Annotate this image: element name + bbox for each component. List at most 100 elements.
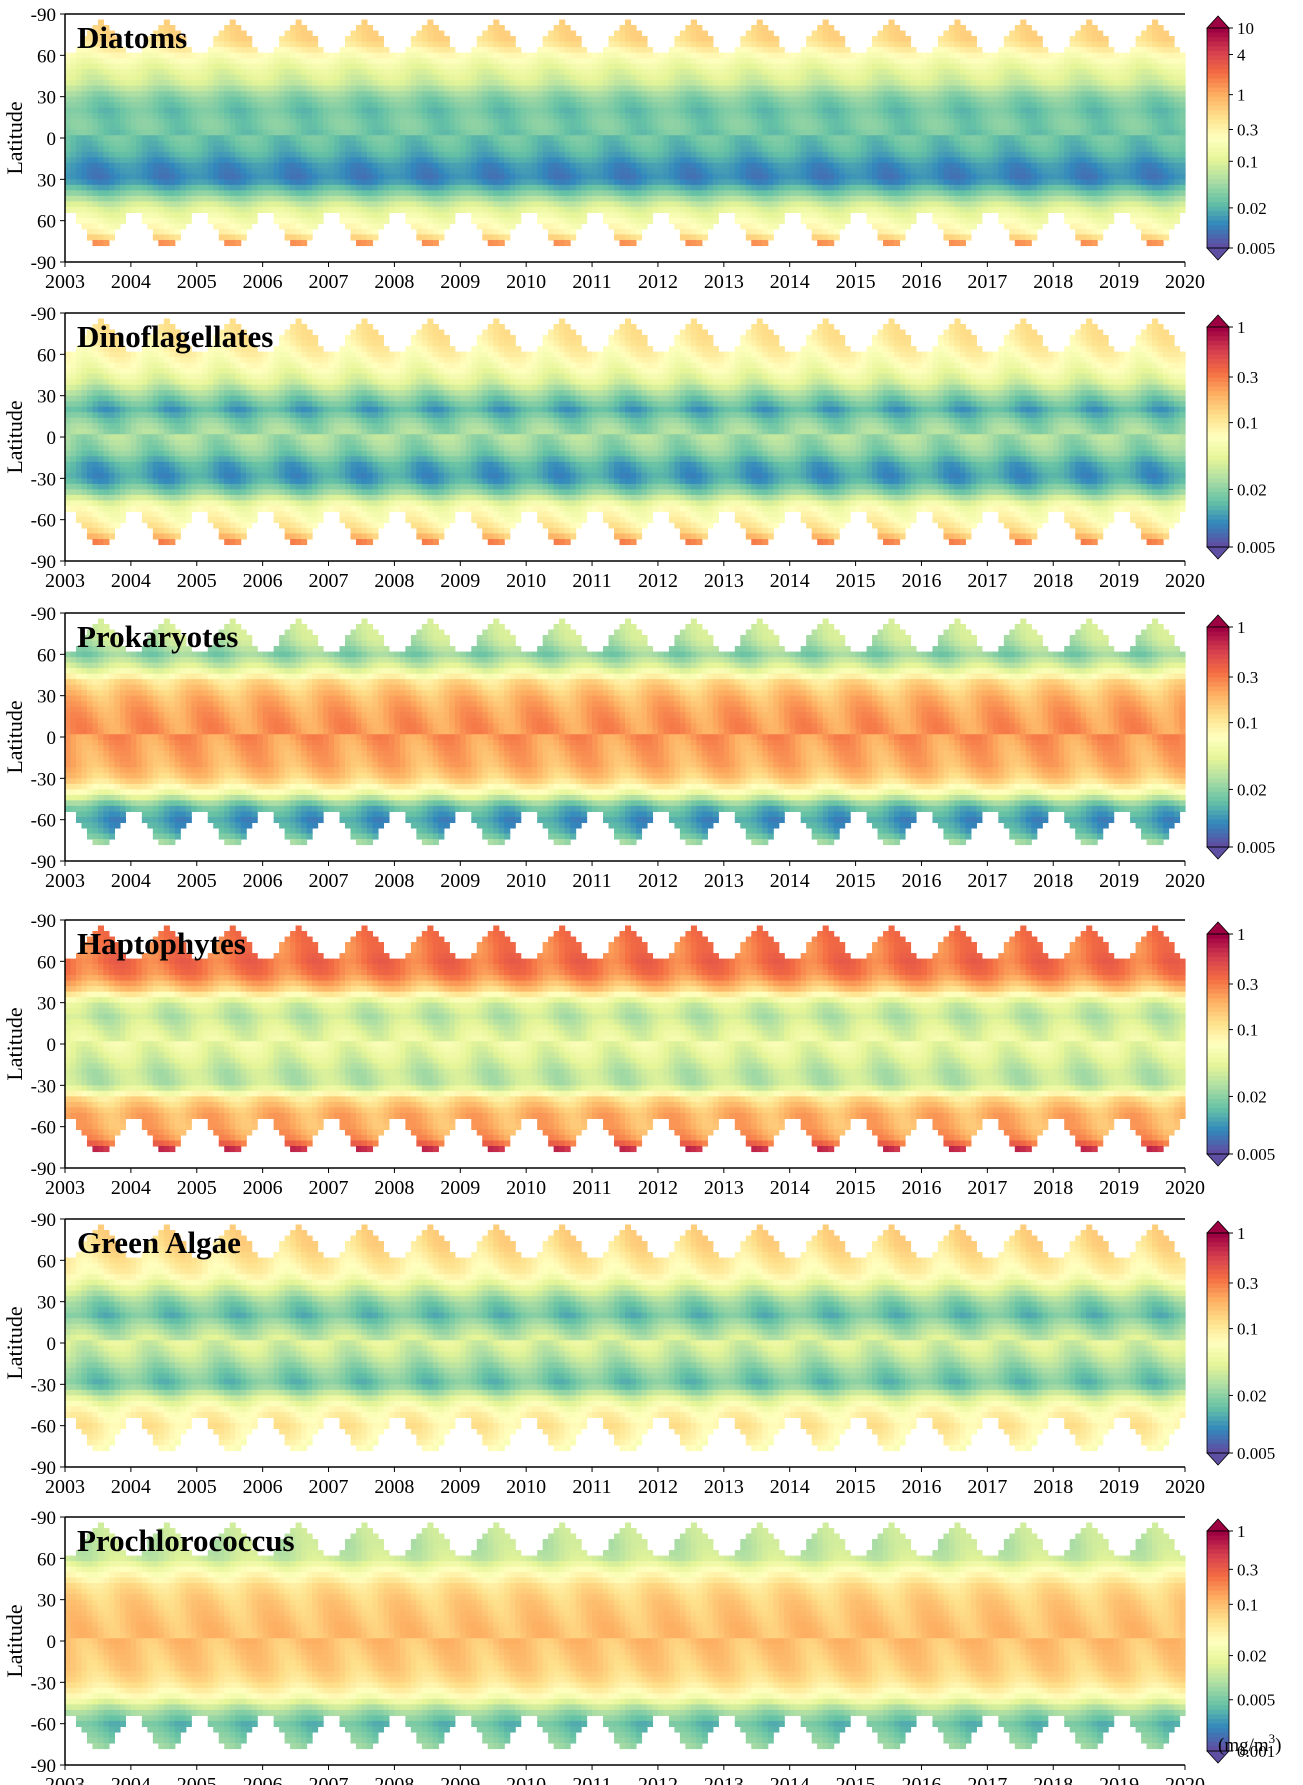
heatmap-cell bbox=[367, 108, 373, 114]
heatmap-cell bbox=[372, 53, 378, 59]
heatmap-cell bbox=[92, 108, 98, 114]
heatmap-cell bbox=[548, 91, 554, 97]
heatmap-cell bbox=[307, 196, 313, 202]
heatmap-cell bbox=[307, 130, 313, 136]
heatmap-cell bbox=[729, 201, 735, 207]
heatmap-cell bbox=[460, 141, 466, 147]
heatmap-cell bbox=[795, 69, 801, 75]
heatmap-cell bbox=[257, 53, 263, 59]
heatmap-cell bbox=[702, 234, 708, 240]
heatmap-cell bbox=[663, 152, 669, 158]
heatmap-cell bbox=[510, 124, 516, 130]
heatmap-cell bbox=[663, 146, 669, 152]
heatmap-cell bbox=[372, 31, 378, 37]
heatmap-cell bbox=[361, 174, 367, 180]
heatmap-cell bbox=[175, 223, 181, 229]
heatmap-cell bbox=[680, 218, 686, 224]
heatmap-cell bbox=[334, 53, 340, 59]
heatmap-cell bbox=[350, 185, 356, 191]
heatmap-column bbox=[768, 31, 774, 241]
heatmap-cell bbox=[773, 130, 779, 136]
heatmap-cell bbox=[208, 135, 214, 141]
heatmap-cell bbox=[784, 174, 790, 180]
heatmap-cell bbox=[746, 196, 752, 202]
heatmap-cell bbox=[340, 53, 346, 59]
heatmap-cell bbox=[361, 80, 367, 86]
heatmap-cell bbox=[751, 168, 757, 174]
heatmap-cell bbox=[718, 91, 724, 97]
heatmap-cell bbox=[609, 42, 615, 48]
heatmap-cell bbox=[773, 212, 779, 218]
heatmap-cell bbox=[751, 130, 757, 136]
heatmap-cell bbox=[219, 113, 225, 119]
heatmap-cell bbox=[340, 218, 346, 224]
heatmap-cell bbox=[405, 152, 411, 158]
heatmap-cell bbox=[92, 58, 98, 64]
heatmap-cell bbox=[691, 152, 697, 158]
heatmap-cell bbox=[180, 58, 186, 64]
heatmap-cell bbox=[543, 97, 549, 103]
heatmap-cell bbox=[460, 69, 466, 75]
heatmap-column bbox=[109, 31, 115, 241]
heatmap-cell bbox=[801, 152, 807, 158]
heatmap-cell bbox=[477, 58, 483, 64]
heatmap-cell bbox=[707, 212, 713, 218]
heatmap-cell bbox=[290, 102, 296, 108]
heatmap-cell bbox=[641, 168, 647, 174]
heatmap-cell bbox=[252, 124, 258, 130]
heatmap-cell bbox=[285, 190, 291, 196]
heatmap-cell bbox=[548, 130, 554, 136]
heatmap-cell bbox=[554, 58, 560, 64]
heatmap-cell bbox=[658, 124, 664, 130]
panel-1: -90603003060-90Latitude2003 2004 2005 2006 2… bbox=[2, 5, 1275, 293]
heatmap-cell bbox=[114, 113, 120, 119]
heatmap-cell bbox=[713, 80, 719, 86]
heatmap-cell bbox=[131, 141, 137, 147]
heatmap-cell bbox=[65, 124, 71, 130]
heatmap-cell bbox=[367, 207, 373, 213]
heatmap-cell bbox=[340, 168, 346, 174]
heatmap-cell bbox=[263, 146, 269, 152]
heatmap-cell bbox=[691, 119, 697, 125]
heatmap-cell bbox=[186, 207, 192, 213]
heatmap-cell bbox=[411, 64, 417, 70]
heatmap-cell bbox=[438, 124, 444, 130]
heatmap-cell bbox=[526, 141, 532, 147]
heatmap-cell bbox=[372, 179, 378, 185]
heatmap-cell bbox=[416, 190, 422, 196]
heatmap-cell bbox=[197, 157, 203, 163]
heatmap-cell bbox=[455, 190, 461, 196]
heatmap-cell bbox=[477, 190, 483, 196]
heatmap-cell bbox=[477, 135, 483, 141]
heatmap-cell bbox=[762, 234, 768, 240]
heatmap-cell bbox=[252, 53, 258, 59]
heatmap-cell bbox=[361, 86, 367, 92]
heatmap-cell bbox=[114, 174, 120, 180]
heatmap-cell bbox=[125, 152, 131, 158]
heatmap-cell bbox=[636, 130, 642, 136]
heatmap-cell bbox=[488, 240, 494, 246]
heatmap-cell bbox=[197, 69, 203, 75]
heatmap-cell bbox=[658, 163, 664, 169]
heatmap-cell bbox=[718, 207, 724, 213]
heatmap-cell bbox=[142, 75, 148, 81]
heatmap-cell bbox=[153, 201, 159, 207]
heatmap-cell bbox=[224, 80, 230, 86]
heatmap-cell bbox=[521, 119, 527, 125]
heatmap-cell bbox=[576, 42, 582, 48]
heatmap-cell bbox=[312, 36, 318, 42]
heatmap-cell bbox=[565, 223, 571, 229]
heatmap-cell bbox=[609, 168, 615, 174]
heatmap-cell bbox=[76, 190, 82, 196]
heatmap-cell bbox=[674, 124, 680, 130]
heatmap-cell bbox=[702, 124, 708, 130]
heatmap-cell bbox=[438, 207, 444, 213]
heatmap-cell bbox=[455, 75, 461, 81]
heatmap-cell bbox=[405, 108, 411, 114]
heatmap-cell bbox=[548, 168, 554, 174]
heatmap-cell bbox=[263, 152, 269, 158]
heatmap-cell bbox=[707, 108, 713, 114]
heatmap-cell bbox=[329, 174, 335, 180]
heatmap-cell bbox=[427, 141, 433, 147]
heatmap-cell bbox=[707, 201, 713, 207]
